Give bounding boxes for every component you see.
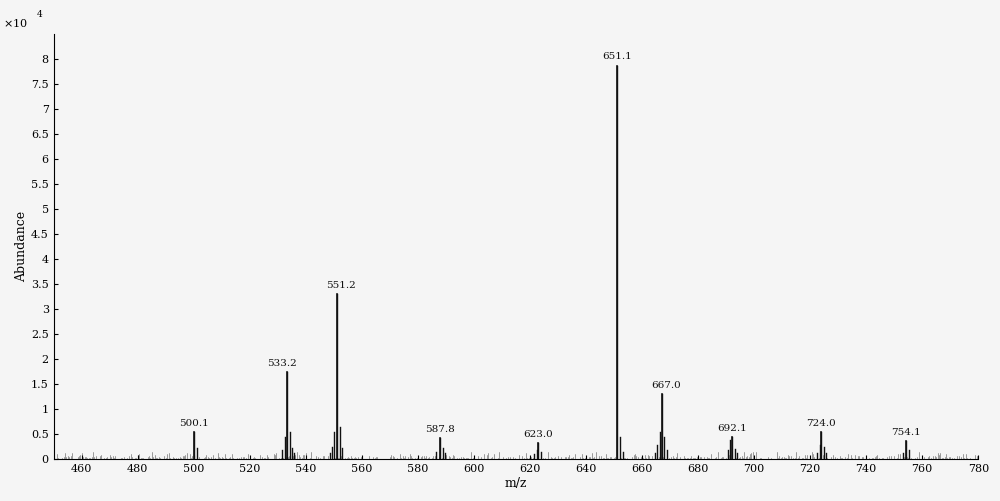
Text: 587.8: 587.8 <box>425 425 455 434</box>
Text: 651.1: 651.1 <box>602 52 632 61</box>
Text: 667.0: 667.0 <box>651 381 681 390</box>
X-axis label: m/z: m/z <box>505 477 527 490</box>
Y-axis label: Abundance: Abundance <box>15 211 28 282</box>
Text: 551.2: 551.2 <box>326 281 356 290</box>
Text: 500.1: 500.1 <box>179 419 209 428</box>
Text: 692.1: 692.1 <box>717 424 747 433</box>
Text: 724.0: 724.0 <box>806 419 836 428</box>
Text: 754.1: 754.1 <box>891 428 921 437</box>
Text: $\times$10: $\times$10 <box>3 18 28 30</box>
Text: 623.0: 623.0 <box>524 430 553 439</box>
Text: 4: 4 <box>37 10 43 19</box>
Text: 533.2: 533.2 <box>267 359 297 368</box>
